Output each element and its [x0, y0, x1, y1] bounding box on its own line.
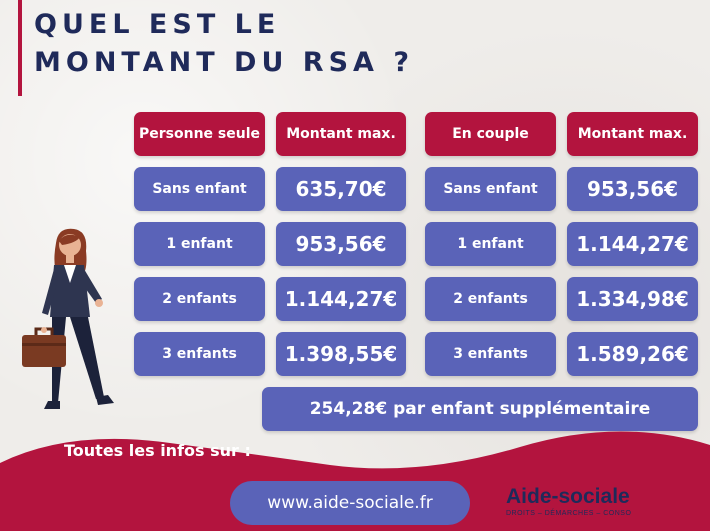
- header-montant-max-couple: Montant max.: [567, 112, 698, 156]
- row-value-seul: 1.144,27€: [276, 277, 406, 321]
- row-value-couple: 1.144,27€: [567, 222, 698, 266]
- title-line-1: QUEL EST LE: [34, 9, 281, 40]
- title-accent-bar: [18, 0, 22, 96]
- logo-name: Aide-sociale: [506, 485, 630, 508]
- row-label-couple: 2 enfants: [425, 277, 556, 321]
- row-value-couple: 953,56€: [567, 167, 698, 211]
- website-link-button[interactable]: www.aide-sociale.fr: [230, 481, 470, 525]
- extra-child-amount: 254,28€ par enfant supplémentaire: [262, 387, 698, 431]
- row-label-seul: 1 enfant: [134, 222, 265, 266]
- businesswoman-illustration: [22, 228, 114, 409]
- footer-info-text: Toutes les infos sur :: [64, 441, 251, 460]
- row-value-seul: 635,70€: [276, 167, 406, 211]
- header-montant-max-seul: Montant max.: [276, 112, 406, 156]
- header-en-couple: En couple: [425, 112, 556, 156]
- row-value-couple: 1.589,26€: [567, 332, 698, 376]
- title-line-2: MONTANT DU RSA ?: [34, 47, 414, 78]
- aide-sociale-logo: Aide-sociale DROITS – DÉMARCHES – CONSO: [506, 486, 671, 526]
- row-label-seul: 3 enfants: [134, 332, 265, 376]
- row-value-seul: 1.398,55€: [276, 332, 406, 376]
- header-personne-seule: Personne seule: [134, 112, 265, 156]
- row-value-couple: 1.334,98€: [567, 277, 698, 321]
- row-label-couple: 3 enfants: [425, 332, 556, 376]
- page-title: QUEL EST LE MONTANT DU RSA ?: [34, 6, 414, 82]
- row-label-seul: 2 enfants: [134, 277, 265, 321]
- row-label-seul: Sans enfant: [134, 167, 265, 211]
- row-value-seul: 953,56€: [276, 222, 406, 266]
- row-label-couple: Sans enfant: [425, 167, 556, 211]
- logo-tagline: DROITS – DÉMARCHES – CONSO: [506, 510, 632, 517]
- row-label-couple: 1 enfant: [425, 222, 556, 266]
